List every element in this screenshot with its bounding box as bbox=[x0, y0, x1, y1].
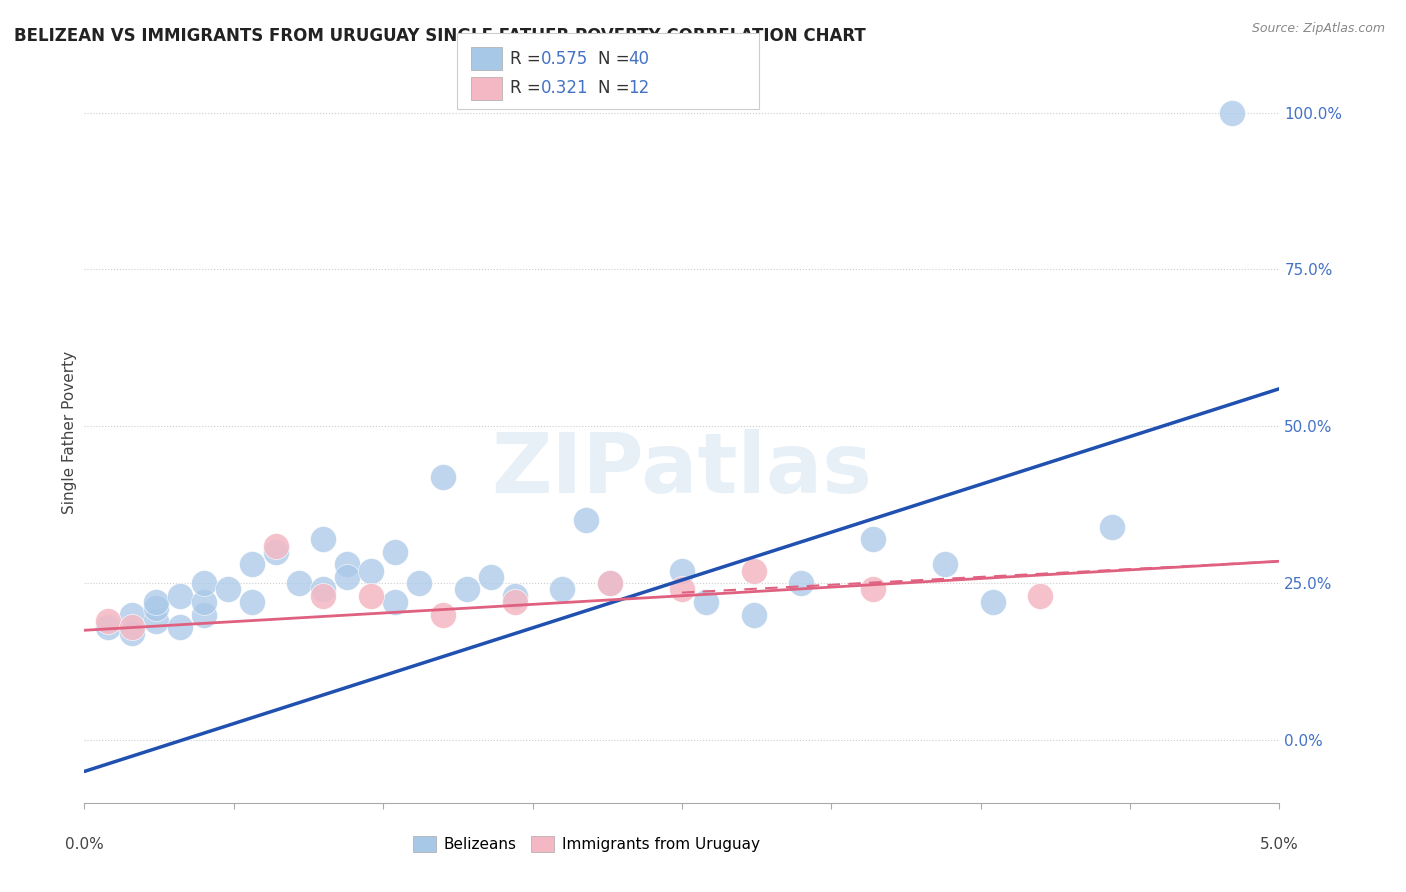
Point bbox=[862, 533, 884, 547]
Point bbox=[264, 545, 287, 559]
Point bbox=[312, 589, 335, 603]
Point bbox=[145, 595, 167, 609]
Point bbox=[193, 595, 215, 609]
Point bbox=[312, 533, 335, 547]
Text: 12: 12 bbox=[628, 79, 650, 97]
Point bbox=[336, 558, 359, 572]
Point bbox=[742, 564, 765, 578]
Point bbox=[695, 595, 717, 609]
Text: R =: R = bbox=[510, 50, 547, 68]
Text: 0.0%: 0.0% bbox=[65, 838, 104, 853]
Point bbox=[599, 576, 621, 591]
Legend: Belizeans, Immigrants from Uruguay: Belizeans, Immigrants from Uruguay bbox=[406, 830, 766, 858]
Point bbox=[97, 620, 120, 634]
Point bbox=[551, 582, 574, 597]
Text: 40: 40 bbox=[628, 50, 650, 68]
Text: 5.0%: 5.0% bbox=[1260, 838, 1299, 853]
Point bbox=[456, 582, 478, 597]
Point bbox=[671, 582, 693, 597]
Point bbox=[599, 576, 621, 591]
Point bbox=[742, 607, 765, 622]
Point bbox=[121, 607, 143, 622]
Point bbox=[981, 595, 1004, 609]
Point bbox=[360, 564, 382, 578]
Point bbox=[432, 469, 454, 483]
Point bbox=[240, 558, 263, 572]
Point bbox=[408, 576, 430, 591]
Point bbox=[671, 564, 693, 578]
Point bbox=[384, 595, 406, 609]
Point bbox=[862, 582, 884, 597]
Text: N =: N = bbox=[598, 50, 634, 68]
Point bbox=[193, 576, 215, 591]
Point bbox=[169, 620, 191, 634]
Y-axis label: Single Father Poverty: Single Father Poverty bbox=[62, 351, 77, 514]
Point bbox=[503, 589, 526, 603]
Point bbox=[145, 614, 167, 628]
Point bbox=[264, 539, 287, 553]
Point bbox=[121, 620, 143, 634]
Point bbox=[575, 513, 598, 527]
Point bbox=[503, 595, 526, 609]
Text: 0.575: 0.575 bbox=[541, 50, 589, 68]
Text: ZIPatlas: ZIPatlas bbox=[492, 429, 872, 510]
Point bbox=[97, 614, 120, 628]
Point bbox=[934, 558, 956, 572]
Point bbox=[1101, 520, 1123, 534]
Text: N =: N = bbox=[598, 79, 634, 97]
Point bbox=[312, 582, 335, 597]
Point bbox=[1029, 589, 1052, 603]
Text: 0.321: 0.321 bbox=[541, 79, 589, 97]
Point bbox=[240, 595, 263, 609]
Point bbox=[432, 607, 454, 622]
Point bbox=[169, 589, 191, 603]
Text: R =: R = bbox=[510, 79, 547, 97]
Point bbox=[479, 570, 502, 584]
Point bbox=[360, 589, 382, 603]
Point bbox=[790, 576, 813, 591]
Point bbox=[1220, 105, 1243, 120]
Point bbox=[336, 570, 359, 584]
Point bbox=[193, 607, 215, 622]
Text: BELIZEAN VS IMMIGRANTS FROM URUGUAY SINGLE FATHER POVERTY CORRELATION CHART: BELIZEAN VS IMMIGRANTS FROM URUGUAY SING… bbox=[14, 27, 866, 45]
Point bbox=[145, 601, 167, 615]
Point bbox=[288, 576, 311, 591]
Point bbox=[384, 545, 406, 559]
Point bbox=[217, 582, 239, 597]
Point bbox=[121, 626, 143, 640]
Text: Source: ZipAtlas.com: Source: ZipAtlas.com bbox=[1251, 22, 1385, 36]
